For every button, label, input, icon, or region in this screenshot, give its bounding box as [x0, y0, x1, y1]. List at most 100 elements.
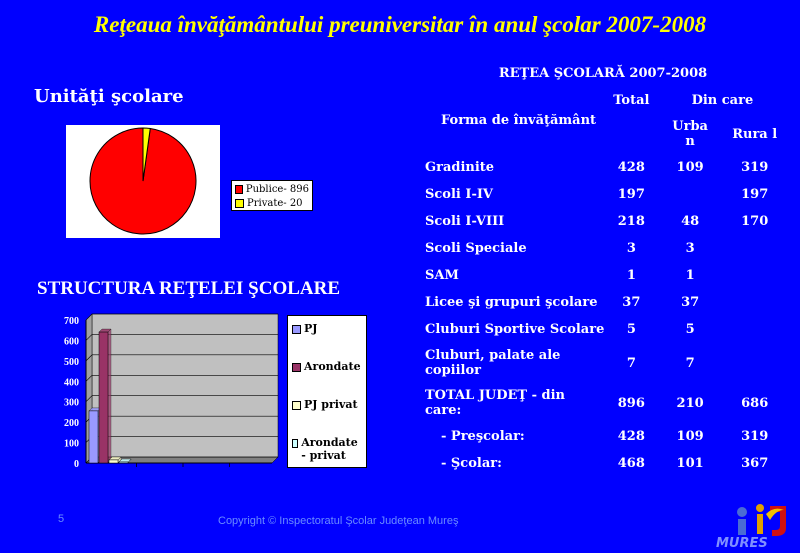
- pie-chart-title: Unităţi şcolare: [34, 86, 184, 107]
- plot-back-wall: [91, 313, 279, 458]
- y-tick-label: 200: [64, 418, 79, 429]
- table-row: Scoli I-IV 197 197: [419, 181, 787, 208]
- cell-urban: 37: [681, 295, 700, 310]
- cell-total: 7: [626, 355, 636, 371]
- cell-total: 197: [617, 187, 645, 202]
- row-label: Licee şi grupuri şcolare: [425, 295, 598, 310]
- structure-legend-item: PJ privat: [292, 398, 358, 411]
- cell-rural: 197: [741, 187, 769, 202]
- svg-text:MURES: MURES: [716, 536, 768, 550]
- cell-urban: 109: [676, 429, 704, 444]
- structure-legend: PJ Arondate PJ privat Arondate - privat: [287, 315, 367, 468]
- table-row: Gradinite 428 109 319: [419, 154, 787, 181]
- cell-urban: 1: [685, 268, 695, 283]
- cell-rural: 686: [741, 395, 769, 411]
- cell-total: 428: [617, 160, 645, 175]
- header-form: Forma de învăţământ: [441, 112, 597, 128]
- cell-rural: [722, 289, 787, 316]
- legend-swatch-pj-privat: [292, 401, 301, 410]
- cell-urban: 210: [676, 395, 704, 411]
- row-label: Cluburi, palate ale copiilor: [425, 348, 561, 378]
- table-row: - Preşcolar: 428 109 319: [419, 423, 787, 450]
- cell-urban: 48: [681, 214, 700, 229]
- bar-side-arondate: [107, 328, 112, 464]
- y-tick-label: 500: [64, 357, 79, 368]
- copyright-text: Copyright © Inspectoratul Şcolar Judeţea…: [218, 515, 459, 527]
- cell-rural: [722, 316, 787, 343]
- cell-total: 468: [617, 456, 645, 471]
- row-label: - Preşcolar:: [441, 429, 525, 444]
- table-row: - Şcolar: 468 101 367: [419, 450, 787, 477]
- table-row: Licee şi grupuri şcolare 37 37: [419, 289, 787, 316]
- page-number: 5: [58, 513, 65, 525]
- cell-urban: 5: [685, 322, 695, 337]
- bar-pj-privat: [108, 459, 119, 464]
- structure-legend-item: Arondate: [292, 360, 361, 373]
- row-label: Cluburi Sportive Scolare: [425, 322, 605, 337]
- y-tick-label: 400: [64, 377, 79, 388]
- cell-total: 5: [626, 322, 636, 337]
- slide-title: Reţeaua învăţământului preuniversitar în…: [93, 12, 707, 37]
- pie-chart-area: [66, 125, 220, 238]
- y-tick-label: 100: [64, 439, 79, 450]
- bar-arondate: [98, 331, 109, 464]
- header-urban: Urba n: [672, 119, 708, 149]
- cell-total: 37: [622, 295, 641, 310]
- y-tick-label: 600: [64, 336, 79, 347]
- y-tick-label: 0: [74, 459, 79, 470]
- structure-bar-chart: 0 100 200 300 400 500 600 700: [64, 313, 279, 470]
- pie-legend-label: Private- 20: [247, 197, 303, 209]
- legend-swatch-arondate: [292, 363, 301, 372]
- cell-total: 3: [626, 241, 636, 256]
- gridline-diag: [85, 375, 93, 382]
- pie-legend-item: Private- 20: [235, 196, 309, 210]
- row-label: Scoli I-IV: [425, 187, 494, 202]
- network-table: Forma de învăţământ Total Din care Urba …: [419, 60, 787, 477]
- row-label: Scoli Speciale: [425, 241, 527, 256]
- table-row: TOTAL JUDEŢ - din care: 896 210 686: [419, 383, 787, 423]
- structure-legend-label: PJ privat: [304, 398, 358, 411]
- cell-total: 218: [617, 214, 645, 229]
- cell-urban: [658, 181, 723, 208]
- bar-arondate-privat: [118, 461, 129, 464]
- cell-rural: [722, 235, 787, 262]
- pie-legend: Publice- 896 Private- 20: [231, 180, 313, 211]
- gridline-diag: [85, 395, 93, 402]
- pie-legend-item: Publice- 896: [235, 182, 309, 196]
- row-label: Gradinite: [425, 160, 495, 175]
- legend-swatch-pj: [292, 325, 301, 334]
- cell-total: 896: [617, 395, 645, 411]
- legend-swatch-arondate-privat: [292, 439, 299, 448]
- structure-legend-item: PJ: [292, 322, 317, 335]
- inspectorate-logo: MURES: [716, 504, 786, 550]
- cell-total: 428: [617, 429, 645, 444]
- cell-rural: 319: [741, 160, 769, 175]
- bar-pj: [88, 410, 99, 464]
- network-table-caption: REŢEA ŞCOLARĂ 2007-2008: [498, 66, 708, 81]
- structure-legend-label: PJ: [304, 322, 318, 335]
- cell-urban: 101: [676, 456, 704, 471]
- row-label: - Şcolar:: [441, 456, 502, 471]
- cell-rural: 170: [741, 214, 769, 229]
- cell-rural: [722, 343, 787, 383]
- cell-rural: 319: [741, 429, 769, 444]
- pie-chart: [89, 127, 197, 235]
- cell-rural: 367: [741, 456, 769, 471]
- header-total: Total: [613, 92, 650, 108]
- structure-legend-item: Arondate - privat: [292, 436, 364, 462]
- y-tick-label: 700: [64, 316, 79, 327]
- row-label: Scoli I-VIII: [425, 214, 505, 229]
- header-rural: Rura l: [732, 126, 778, 142]
- row-label: SAM: [425, 268, 459, 283]
- cell-urban: 7: [685, 355, 695, 371]
- cell-urban: 109: [676, 160, 704, 175]
- y-tick-label: 300: [64, 398, 79, 409]
- table-row: Cluburi Sportive Scolare 5 5: [419, 316, 787, 343]
- structure-legend-label: Arondate - privat: [301, 436, 358, 462]
- gridline-diag: [85, 354, 93, 362]
- table-subheader-row: Urba n Rura l: [419, 114, 787, 154]
- cell-urban: 3: [685, 241, 695, 256]
- legend-swatch-private: [235, 198, 244, 208]
- table-header-row: Forma de învăţământ Total Din care: [419, 86, 787, 128]
- gridline-diag: [85, 334, 93, 341]
